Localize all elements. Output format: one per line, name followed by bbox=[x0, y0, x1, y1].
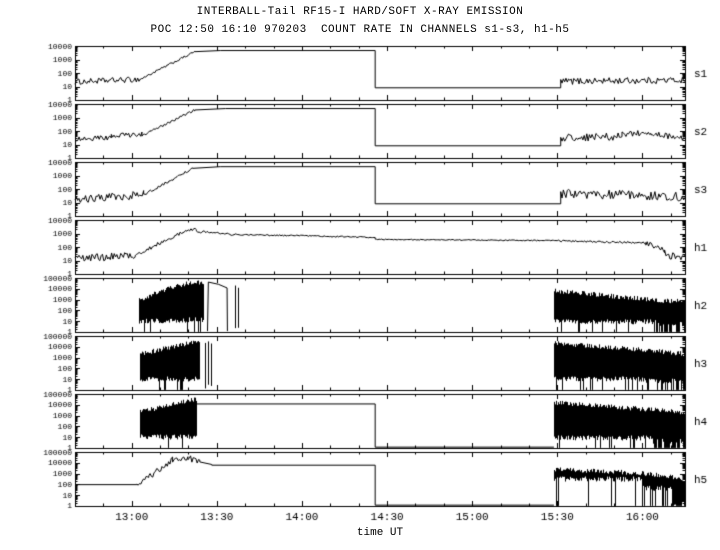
chart-title-line1: INTERBALL-Tail RF15-I HARD/SOFT X-RAY EM… bbox=[196, 6, 524, 18]
x-axis-label: time UT bbox=[356, 527, 404, 539]
chart-title-line2: POC 12:50 16:10 970203 COUNT RATE IN CHA… bbox=[150, 24, 570, 36]
